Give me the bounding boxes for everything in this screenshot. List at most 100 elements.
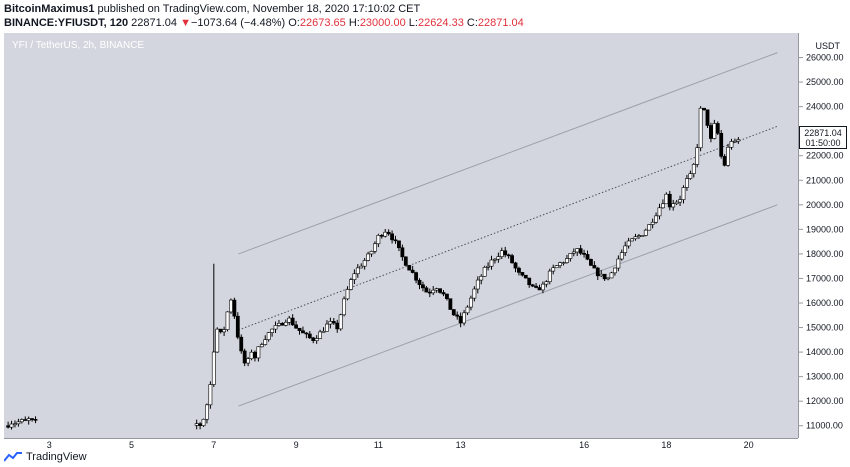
time-tick-label: 3 [47, 440, 52, 449]
candle-body [664, 193, 669, 205]
tradingview-logo[interactable]: TradingView [4, 449, 87, 465]
candle-body [30, 418, 35, 420]
candle-body [414, 272, 418, 281]
candle-body [6, 425, 11, 428]
candle-body [609, 272, 614, 279]
time-tick-label: 18 [661, 440, 671, 449]
candle-body [421, 284, 425, 289]
candle-body [674, 201, 679, 205]
candle-body [626, 240, 631, 247]
candle-body [246, 358, 250, 364]
author-name[interactable]: BitcoinMaximus1 [4, 3, 95, 15]
candle-body [486, 265, 490, 268]
channel-upper-line[interactable] [238, 52, 778, 255]
candle-body [479, 276, 484, 281]
candle-body [493, 258, 497, 261]
channel-lower-line[interactable] [238, 204, 778, 407]
candle-body [726, 146, 730, 166]
price-axis[interactable]: USDT 11000.00 12000.00 13000.00 14000.00 150… [798, 33, 847, 438]
low-value: 22624.33 [417, 17, 464, 29]
candle-body [239, 336, 244, 352]
candle-body [606, 277, 610, 280]
price-tick-label: 12000.00 [806, 396, 844, 406]
candle-body [376, 235, 381, 245]
candle-body [19, 419, 24, 423]
candle-body [585, 254, 590, 260]
publish-info: BitcoinMaximus1 published on TradingView… [4, 3, 420, 15]
bar-countdown: 01:50:00 [805, 138, 841, 149]
candle-body [554, 265, 559, 269]
ohlc-legend: BINANCE:YFIUSDT, 120 22871.04 ▼−1073.64 … [4, 17, 524, 29]
last-price-marker: 22871.04 01:50:00 [799, 126, 847, 150]
candle-body [290, 317, 295, 326]
candle-body [496, 256, 501, 260]
candle-body [575, 248, 580, 253]
chart-pane[interactable]: YFI / TetherUS, 2h, BINANCE [4, 33, 798, 438]
candle-body [335, 322, 340, 330]
candle-body [715, 123, 720, 134]
price-chart[interactable] [4, 33, 798, 438]
candle-body [633, 236, 638, 240]
candle-body [13, 423, 17, 426]
candle-body [551, 267, 556, 272]
high-label: H: [348, 17, 360, 29]
change-arrow-icon: ▼ [180, 17, 191, 29]
candle-body [733, 140, 737, 143]
open-value: 22673.65 [299, 17, 346, 29]
high-value: 23000.00 [359, 17, 406, 29]
candle-body [273, 325, 278, 330]
candle-body [352, 273, 357, 280]
candle-body [403, 256, 408, 266]
candle-body [242, 350, 247, 364]
candle-body [211, 351, 216, 385]
candle-body [9, 423, 14, 428]
candle-body [280, 322, 285, 326]
candle-body [589, 258, 593, 266]
candle-body [26, 418, 31, 421]
candle-body [678, 199, 682, 203]
last-value: 22871.04 [131, 17, 178, 29]
candle-body [397, 240, 401, 249]
candle-body [386, 231, 391, 235]
price-tick-label: 13000.00 [806, 372, 844, 382]
candle-body [287, 317, 292, 323]
candle-body [338, 314, 343, 330]
candle-body [667, 193, 672, 208]
price-tick-label: 15000.00 [806, 323, 844, 333]
channel-middle-line[interactable] [238, 125, 778, 331]
candle-body [578, 248, 583, 254]
candle-body [23, 419, 28, 421]
candle-body [510, 255, 514, 264]
parallel-channel[interactable] [238, 52, 778, 407]
change-value: −1073.64 (−4.48%) [190, 17, 286, 29]
candle-body [277, 322, 281, 326]
candle-body [469, 297, 473, 308]
candle-body [410, 269, 415, 273]
candle-body [16, 421, 21, 425]
candle-body [424, 287, 429, 293]
price-tick-label: 11000.00 [806, 421, 843, 431]
candle-body [259, 344, 264, 348]
candle-body [366, 253, 370, 261]
price-tick-label: 25000.00 [806, 77, 844, 87]
price-tick-label: 22000.00 [806, 151, 844, 161]
candle-body [304, 332, 309, 335]
candle-body [438, 288, 442, 293]
candle-body [650, 221, 655, 225]
price-tick-label: 17000.00 [806, 273, 844, 283]
candle-body [307, 333, 312, 339]
publish-date: published on TradingView.com, November 1… [97, 3, 421, 15]
candle-body [441, 292, 446, 295]
candle-body [383, 231, 388, 237]
candle-body [640, 235, 645, 237]
candle-body [390, 233, 394, 241]
candle-body [256, 346, 261, 359]
time-axis[interactable]: 3 5 7 9 11 13 16 18 20 [4, 438, 798, 449]
candle-body [321, 330, 326, 333]
candle-body [702, 107, 706, 111]
candle-body [297, 327, 302, 331]
brand-name: TradingView [26, 451, 87, 463]
price-tick-label: 26000.00 [806, 53, 844, 63]
candle-body [619, 252, 624, 260]
candle-body [630, 238, 634, 242]
